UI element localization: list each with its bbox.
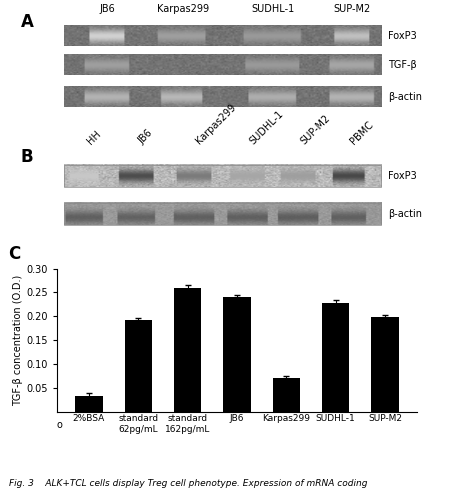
Bar xyxy=(64,25,381,46)
Bar xyxy=(64,165,381,187)
Text: SUP-M2: SUP-M2 xyxy=(334,4,371,14)
Text: FoxP3: FoxP3 xyxy=(388,171,417,181)
Text: A: A xyxy=(21,13,34,31)
Bar xyxy=(64,87,381,107)
Bar xyxy=(322,303,349,412)
Bar xyxy=(273,378,300,412)
Y-axis label: TGF-β concentration (O.D.): TGF-β concentration (O.D.) xyxy=(13,274,23,406)
Text: FoxP3: FoxP3 xyxy=(388,31,417,41)
Bar xyxy=(75,396,102,412)
Bar xyxy=(174,288,201,412)
Text: Karpas299: Karpas299 xyxy=(157,4,209,14)
Text: HH: HH xyxy=(86,128,103,146)
Bar xyxy=(372,317,399,412)
Text: JB6: JB6 xyxy=(100,4,115,14)
Text: SUP-M2: SUP-M2 xyxy=(298,113,332,146)
Bar xyxy=(223,297,251,412)
Text: B: B xyxy=(21,148,34,167)
Bar xyxy=(64,203,381,225)
Text: JB6: JB6 xyxy=(136,128,155,146)
Text: Karpas299: Karpas299 xyxy=(194,102,237,146)
Text: Fig. 3    ALK+TCL cells display Treg cell phenotype. Expression of mRNA coding: Fig. 3 ALK+TCL cells display Treg cell p… xyxy=(9,479,368,488)
Text: SUDHL-1: SUDHL-1 xyxy=(248,108,285,146)
Text: PBMC: PBMC xyxy=(349,119,375,146)
Text: o: o xyxy=(57,420,63,430)
Text: SUDHL-1: SUDHL-1 xyxy=(251,4,295,14)
Text: β-actin: β-actin xyxy=(388,209,422,219)
Bar xyxy=(125,320,152,412)
Bar xyxy=(64,55,381,75)
Text: TGF-β: TGF-β xyxy=(388,60,417,70)
Text: β-actin: β-actin xyxy=(388,92,422,102)
Text: C: C xyxy=(8,245,20,263)
